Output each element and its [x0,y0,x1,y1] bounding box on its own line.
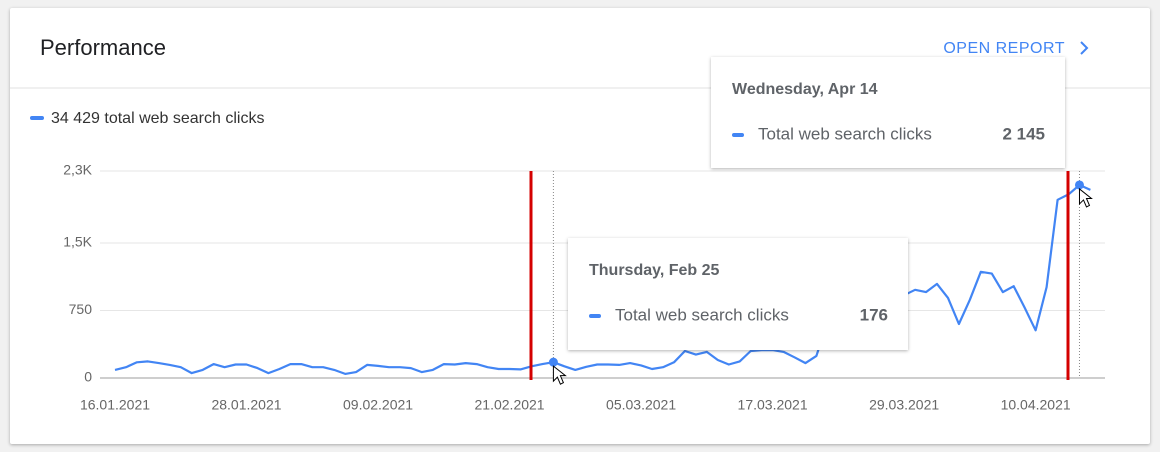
hover-point [548,357,558,367]
y-tick-label: 0 [84,369,92,385]
plot [114,171,1093,385]
cursor [552,365,567,385]
y-tick-label: 750 [69,301,93,317]
x-tick-label: 21.02.2021 [475,397,545,413]
annotations [529,171,1070,380]
legend-swatch [30,116,44,120]
y-tick-label: 2,3K [63,162,92,178]
tooltip-box [568,238,908,350]
tooltip-series: Total web search clicks [758,124,932,143]
tooltip-title: Wednesday, Apr 14 [732,81,878,98]
tooltip-title: Thursday, Feb 25 [589,262,720,279]
summary-legend: 34 429 total web search clicks [51,110,264,127]
x-tick-label: 10.04.2021 [1001,397,1071,413]
tooltip-swatch [589,314,601,318]
card-title: Performance [40,35,166,60]
x-tick-label: 17.03.2021 [738,397,808,413]
x-tick-label: 29.03.2021 [869,397,939,413]
y-tick-label: 1,5K [63,234,92,250]
x-tick-label: 28.01.2021 [211,397,281,413]
x-tick-label: 05.03.2021 [606,397,676,413]
x-tick-label: 09.02.2021 [343,397,413,413]
series-line [114,183,1091,375]
tooltip-series: Total web search clicks [615,305,789,324]
hover-point [1074,180,1084,190]
tooltip-value: 176 [860,305,888,324]
chevron-icon[interactable] [1080,41,1089,55]
tooltips: Thursday, Feb 25 Total web search clicks 1… [568,57,1065,350]
tooltip-value: 2 145 [1002,124,1045,143]
open-report-link[interactable]: OPEN REPORT [943,40,1065,57]
cursor [1078,187,1093,208]
tooltip-swatch [732,133,744,137]
x-tick-label: 16.01.2021 [80,397,150,413]
tooltip-box [711,57,1065,168]
